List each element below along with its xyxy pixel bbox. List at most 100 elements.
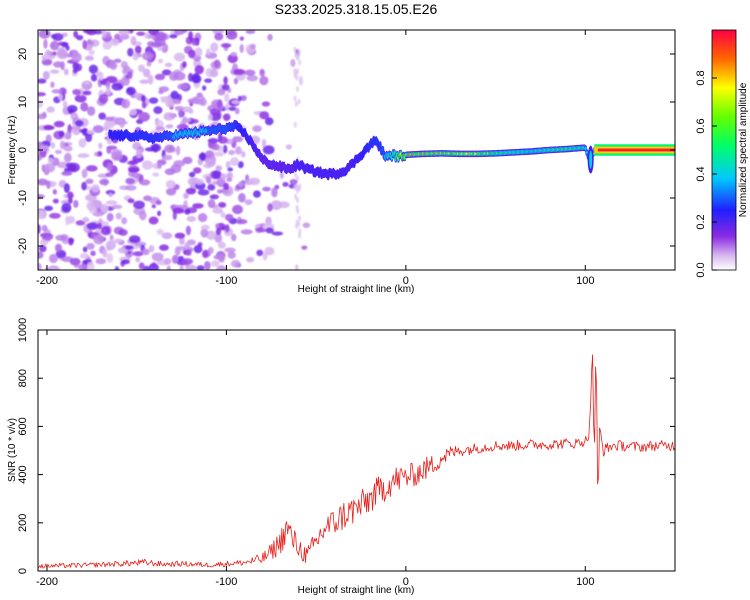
noise-blob <box>294 193 298 200</box>
noise-blob <box>182 116 188 125</box>
noise-blob <box>141 101 147 109</box>
noise-blob <box>152 172 160 177</box>
noise-blob <box>200 224 210 230</box>
noise-blob <box>210 42 219 53</box>
noise-blob <box>238 192 246 203</box>
snr-frame <box>37 329 676 572</box>
noise-blob <box>132 251 144 257</box>
snr-y-axis: 0 200 400 600 800 1000 <box>17 318 675 574</box>
noise-blob <box>207 113 213 122</box>
x-tick-label: 100 <box>576 576 594 588</box>
noise-blob <box>215 165 223 172</box>
noise-blob <box>139 179 151 186</box>
noise-blob <box>120 77 130 86</box>
noise-blob <box>295 74 299 81</box>
noise-blob <box>298 59 302 66</box>
noise-blob <box>228 106 237 111</box>
noise-blob <box>52 33 64 42</box>
noise-blob <box>125 184 137 191</box>
noise-blob <box>101 221 109 228</box>
noise-blob <box>231 233 237 242</box>
noise-blob <box>230 157 240 166</box>
noise-blob <box>188 171 196 178</box>
x-tick-label: 0 <box>403 576 409 588</box>
noise-blob <box>110 38 120 47</box>
noise-blob <box>271 187 278 198</box>
noise-blob <box>159 96 170 101</box>
noise-blob <box>195 178 204 185</box>
noise-blob <box>50 81 55 88</box>
y-tick-label: 400 <box>17 465 29 483</box>
noise-blob <box>162 154 173 161</box>
noise-blob <box>161 232 173 240</box>
noise-blob <box>259 111 270 120</box>
y-tick-label: 20 <box>17 48 29 60</box>
colorbar-ticks: 0.0 0.2 0.4 0.6 0.8 <box>695 70 717 278</box>
noise-blob <box>41 54 53 59</box>
spectrogram-x-label: Height of straight line (km) <box>298 284 415 295</box>
noise-blob <box>262 186 271 192</box>
noise-blob <box>48 253 58 264</box>
noise-blob <box>118 229 128 236</box>
noise-blob <box>261 101 271 107</box>
ridge-cell <box>585 151 588 154</box>
y-tick-label: 200 <box>17 514 29 532</box>
snr-x-label: Height of straight line (km) <box>298 585 415 596</box>
noise-blob <box>63 153 72 163</box>
noise-blob <box>67 191 74 199</box>
noise-blob <box>106 253 114 263</box>
noise-blob <box>166 265 171 270</box>
noise-blob <box>295 204 299 211</box>
noise-blob <box>203 260 211 270</box>
noise-blob <box>59 87 67 95</box>
noise-blob <box>108 192 113 198</box>
noise-blob <box>289 178 298 185</box>
noise-blob <box>85 178 94 185</box>
noise-blob <box>240 150 246 158</box>
noise-blob <box>164 62 173 68</box>
noise-blob <box>174 232 186 239</box>
noise-blob <box>46 180 51 190</box>
noise-blob <box>249 43 256 50</box>
noise-blob <box>157 58 164 64</box>
noise-blob <box>65 131 72 140</box>
noise-blob <box>82 217 90 223</box>
noise-blob <box>45 49 51 56</box>
noise-blob <box>185 225 192 236</box>
noise-blob <box>44 205 54 211</box>
noise-blob <box>296 197 300 204</box>
y-tick-label: -20 <box>17 238 29 254</box>
noise-blob <box>187 98 199 104</box>
x-tick-label: -200 <box>36 275 58 287</box>
noise-blob <box>177 83 189 91</box>
noise-blob <box>121 217 128 225</box>
noise-blob <box>82 39 87 50</box>
noise-blob <box>218 254 225 263</box>
noise-blob <box>297 185 301 192</box>
noise-blob <box>232 204 243 215</box>
snr-panel: -200 -100 0 100 0 200 400 600 800 1000 Height of… <box>7 318 676 596</box>
noise-blob <box>63 183 70 193</box>
noise-blob <box>99 178 110 186</box>
x-tick-label: -100 <box>215 275 237 287</box>
noise-blob <box>244 199 253 206</box>
noise-blob <box>102 40 112 50</box>
noise-blob <box>85 133 93 142</box>
noise-blob <box>76 35 84 41</box>
noise-blob <box>238 180 245 188</box>
noise-blob <box>237 95 242 102</box>
noise-blob <box>58 93 63 101</box>
noise-blob <box>176 246 186 251</box>
noise-blob <box>295 219 299 226</box>
noise-blob <box>86 261 95 270</box>
noise-blob <box>216 189 223 194</box>
noise-blob <box>43 163 56 173</box>
noise-blob <box>138 262 145 270</box>
noise-blob <box>39 144 47 152</box>
noise-blob <box>42 70 50 80</box>
noise-blob <box>232 136 244 143</box>
noise-blob <box>165 101 175 108</box>
noise-blob <box>227 167 234 172</box>
noise-blob <box>294 100 298 107</box>
noise-blob <box>236 219 248 225</box>
